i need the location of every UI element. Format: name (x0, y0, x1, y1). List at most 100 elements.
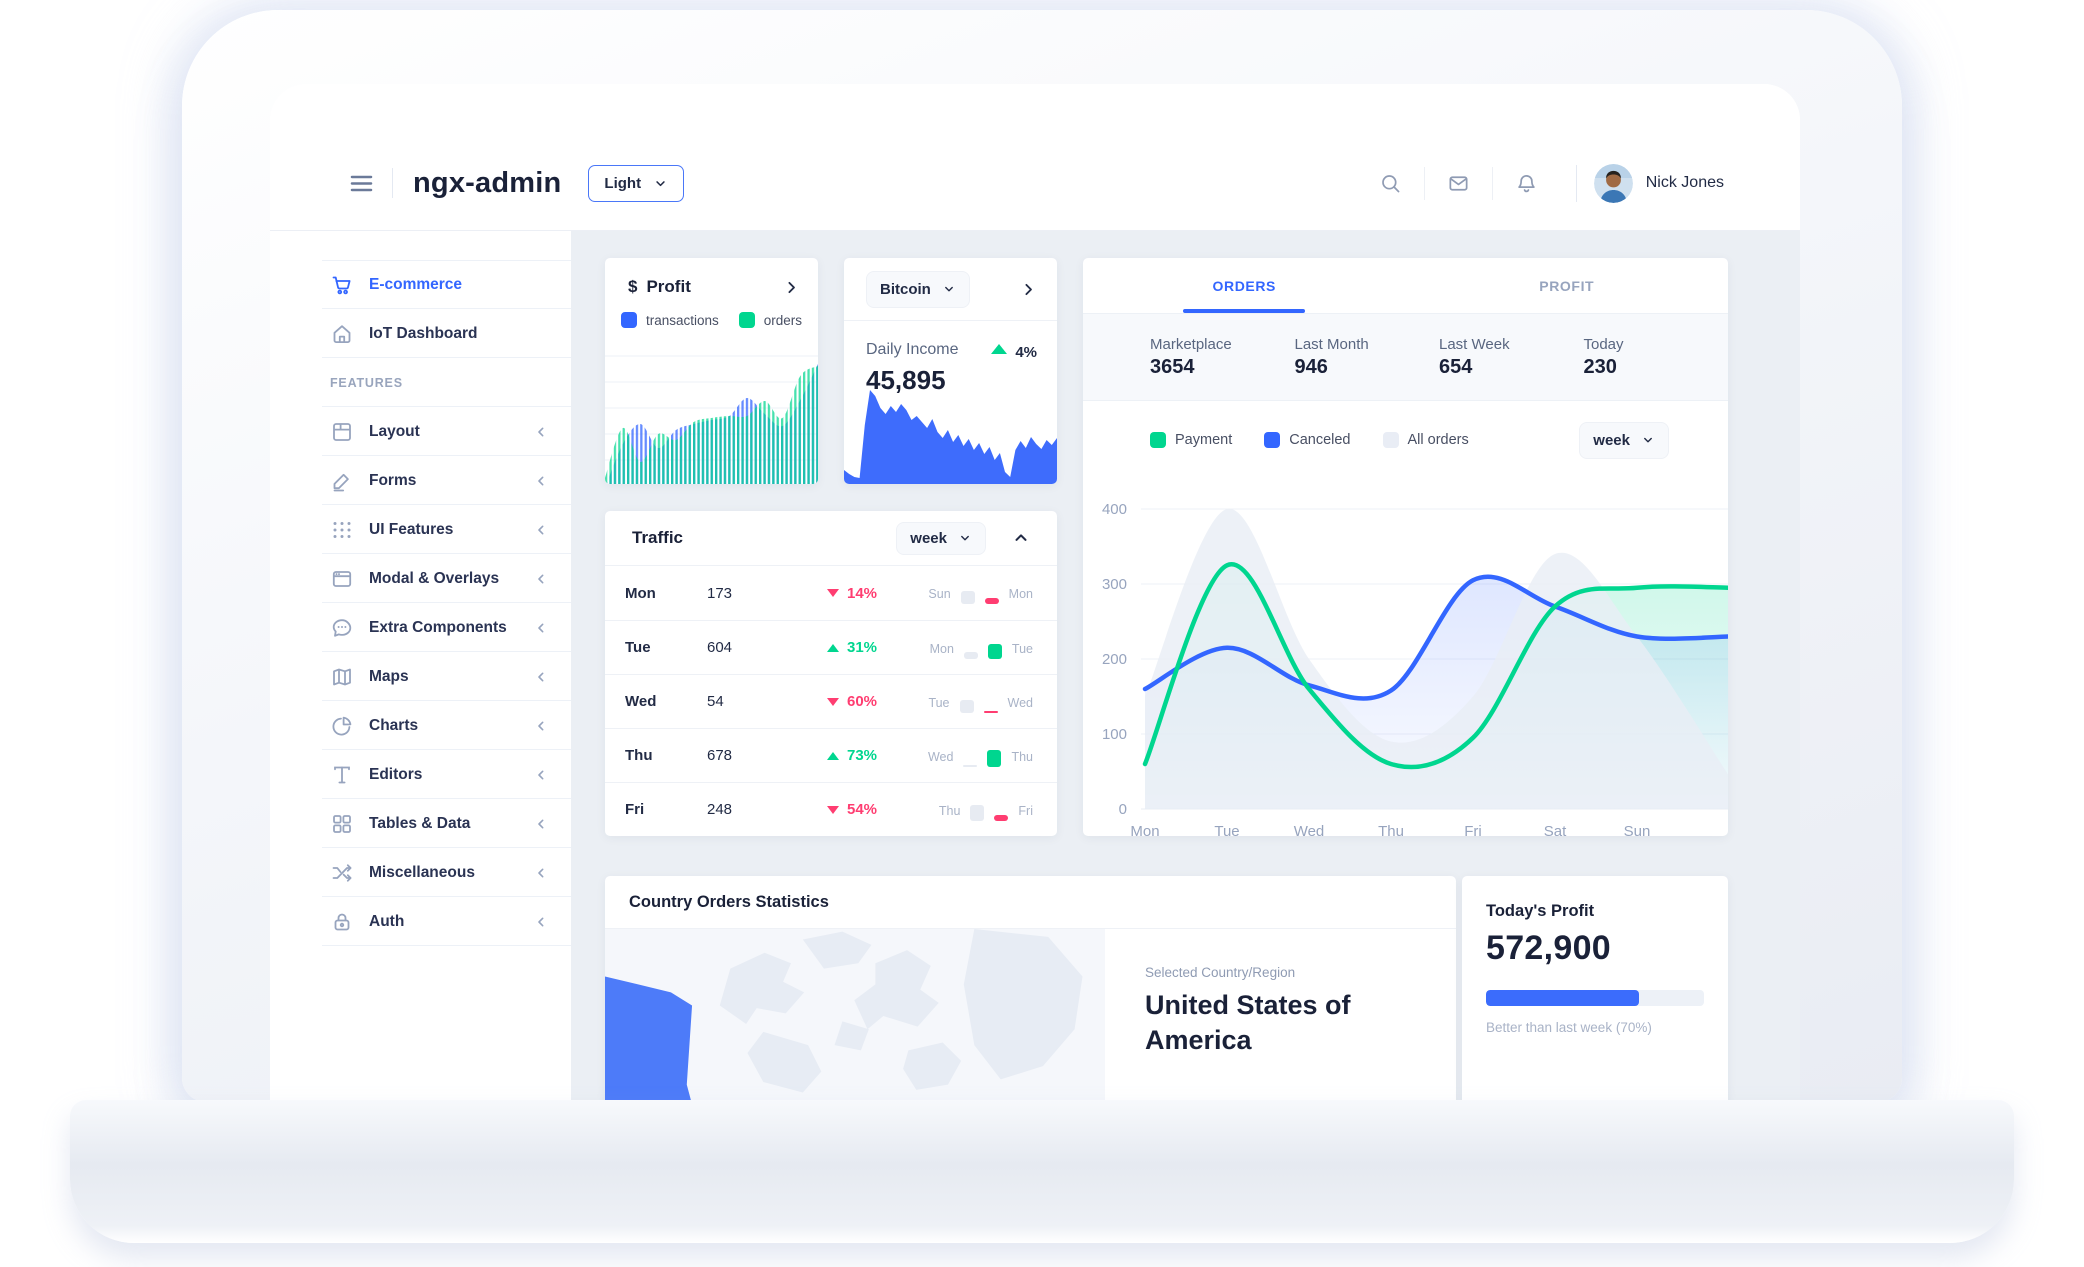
layout-icon (330, 420, 354, 444)
traffic-row-tue: Tue 604 31% Mon Tue (605, 620, 1057, 674)
traffic-card: Traffic week Mon 173 14% Sun Mon T (605, 511, 1057, 836)
legend-swatch (1150, 432, 1166, 448)
sidebar-item-e-commerce[interactable]: E-commerce (270, 260, 571, 309)
tab-orders[interactable]: ORDERS (1083, 258, 1406, 313)
compare-prev-label: Mon (929, 641, 954, 656)
sidebar-item-tables-data[interactable]: Tables & Data (270, 799, 571, 848)
legend-swatch (738, 312, 755, 328)
orders-period-select[interactable]: week (1579, 421, 1669, 459)
shuffle-icon (330, 861, 354, 885)
lock-icon (330, 910, 354, 934)
chevron-right-icon[interactable] (1020, 281, 1037, 298)
sidebar-item-modal-overlays[interactable]: Modal & Overlays (270, 554, 571, 603)
chevron-left-icon (533, 865, 549, 881)
sidebar-item-iot-dashboard[interactable]: IoT Dashboard (270, 309, 571, 358)
chevron-left-icon (533, 571, 549, 587)
sidebar-item-label: Forms (369, 471, 417, 489)
sidebar-item-editors[interactable]: Editors (270, 750, 571, 799)
triangle-up-icon (827, 751, 839, 760)
stat-block: Last Month 946 (1295, 336, 1440, 379)
traffic-compare: Tue Wed (928, 691, 1033, 713)
traffic-delta-value: 14% (847, 584, 878, 602)
bottom-row: Country Orders Statistics (605, 876, 1728, 1102)
sidebar-item-auth[interactable]: Auth (270, 897, 571, 946)
chevron-up-icon[interactable] (1012, 529, 1030, 547)
chevron-left-icon (533, 914, 549, 930)
search-icon[interactable] (1379, 172, 1402, 195)
chevron-right-icon[interactable] (783, 279, 800, 296)
sidebar-item-maps[interactable]: Maps (270, 652, 571, 701)
sidebar-item-label: Extra Components (369, 618, 507, 636)
sidebar-item-layout[interactable]: Layout (270, 407, 571, 456)
bell-icon[interactable] (1515, 172, 1538, 195)
orders-profit-card: ORDERS PROFIT Marketplace 3654 Last Month 94… (1083, 258, 1728, 836)
chevron-left-icon (533, 669, 549, 685)
sidebar-item-extra-components[interactable]: Extra Components (270, 603, 571, 652)
legend-label: transactions (645, 312, 719, 328)
sidebar-item-forms[interactable]: Forms (270, 456, 571, 505)
legend-label: All orders (1407, 432, 1469, 448)
pie-icon (330, 714, 354, 738)
menu-icon[interactable] (348, 170, 375, 197)
legend-item: Payment (1150, 432, 1232, 448)
tab-profit[interactable]: PROFIT (1539, 277, 1595, 294)
traffic-delta: 31% (827, 639, 919, 656)
legend-item: Canceled (1264, 432, 1351, 448)
sidebar-item-label: Charts (369, 716, 419, 734)
traffic-period-select[interactable]: week (896, 521, 986, 555)
svg-text:Thu: Thu (1378, 823, 1404, 836)
compare-current-bar (987, 643, 1002, 659)
compare-current-label: Thu (1011, 749, 1033, 764)
stat-value: 946 (1294, 355, 1328, 378)
traffic-row-wed: Wed 54 60% Tue Wed (605, 674, 1057, 728)
sidebar-item-miscellaneous[interactable]: Miscellaneous (270, 848, 571, 897)
chevron-left-icon (533, 473, 549, 489)
legend-label: orders (763, 312, 803, 328)
email-icon[interactable] (1447, 172, 1470, 195)
compare-current-label: Mon (1008, 587, 1033, 601)
chevron-down-icon (653, 176, 668, 191)
currency-select[interactable]: Bitcoin (866, 270, 970, 308)
daily-income-delta: 4% (991, 341, 1037, 396)
traffic-value: 173 (707, 584, 733, 602)
todays-profit-caption: Better than last week (70%) (1486, 1020, 1652, 1035)
app-body: E-commerce IoT Dashboard FEATURES Layout For… (270, 231, 1800, 1102)
orders-period-value: week (1593, 431, 1630, 449)
app-screen: ngx-admin Light (270, 84, 1800, 1102)
compare-prev-label: Sun (928, 587, 951, 601)
compare-current-bar (987, 749, 1002, 767)
user-menu[interactable]: Nick Jones (1593, 163, 1724, 203)
legend-item: orders (738, 312, 803, 328)
sidebar-item-ui-features[interactable]: UI Features (270, 505, 571, 554)
sidebar-item-charts[interactable]: Charts (270, 701, 571, 750)
header-divider (1575, 164, 1577, 202)
profit-chart (605, 352, 818, 484)
traffic-day: Thu (625, 747, 653, 764)
legend-swatch (1382, 432, 1399, 448)
sidebar-item-label: Maps (369, 667, 409, 685)
world-map[interactable] (605, 929, 1265, 1102)
traffic-day: Mon (625, 584, 656, 602)
svg-text:Mon: Mon (1130, 823, 1159, 836)
svg-text:200: 200 (1102, 651, 1127, 668)
compare-prev-label: Thu (938, 803, 961, 818)
sidebar-menu: E-commerce IoT Dashboard FEATURES Layout For… (270, 260, 571, 946)
theme-select[interactable]: Light (588, 164, 685, 202)
country-orders-card: Country Orders Statistics (605, 876, 1456, 1102)
bitcoin-chart (844, 372, 1057, 484)
progress-bar (1486, 990, 1704, 1006)
cart-icon (330, 273, 354, 297)
laptop-screen-bezel: ngx-admin Light (182, 10, 1902, 1102)
app-header: ngx-admin Light (270, 84, 1800, 231)
traffic-delta: 14% (827, 585, 919, 602)
theme-select-value: Light (604, 174, 642, 192)
traffic-compare: Sun Mon (928, 582, 1033, 604)
user-name: Nick Jones (1645, 174, 1724, 191)
traffic-delta-value: 60% (847, 693, 878, 710)
map-icon (330, 665, 354, 689)
traffic-compare: Thu Fri (939, 799, 1033, 821)
compare-prev-label: Wed (927, 749, 954, 764)
chevron-down-icon (958, 531, 972, 545)
compare-current-label: Wed (1007, 695, 1033, 710)
sidebar-item-label: Layout (369, 422, 420, 440)
